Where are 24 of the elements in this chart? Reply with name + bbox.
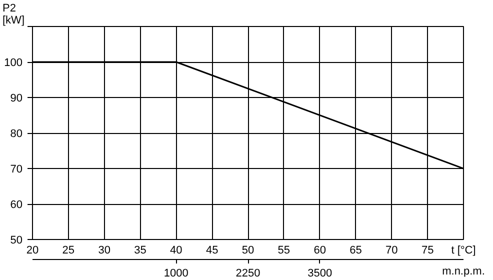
x-tick-label: 75 — [421, 244, 434, 256]
x-tick-label: 65 — [350, 244, 362, 256]
x2-tick-label: 3500 — [308, 268, 332, 280]
x-tick-label: 20 — [26, 244, 39, 256]
y-tick-label: 100 — [4, 57, 23, 69]
x-tick-label: 50 — [242, 244, 254, 256]
y-tick-label: 50 — [10, 234, 23, 246]
x2-tick-label: 1000 — [164, 268, 188, 280]
x-tick-label: 35 — [134, 244, 146, 256]
x-tick-label: 70 — [386, 244, 398, 256]
y-tick-label: 70 — [10, 164, 23, 176]
x-tick-label: 25 — [62, 244, 75, 256]
y-tick-label: 60 — [10, 199, 23, 211]
x-tick-label: 40 — [170, 244, 182, 256]
x-tick-label: 30 — [98, 244, 110, 256]
x-tick-label: 45 — [206, 244, 218, 256]
x-axis-title: t [°C] — [451, 244, 476, 256]
x-tick-label: 55 — [278, 244, 290, 256]
y-axis-title: P2 [kW] — [2, 2, 24, 26]
y-tick-label: 80 — [10, 128, 23, 140]
y-tick-label: 90 — [10, 92, 23, 104]
x2-axis-title: m.n.p.m. — [442, 266, 485, 278]
x2-tick-label: 2250 — [236, 268, 260, 280]
x-tick-label: 60 — [314, 244, 326, 256]
